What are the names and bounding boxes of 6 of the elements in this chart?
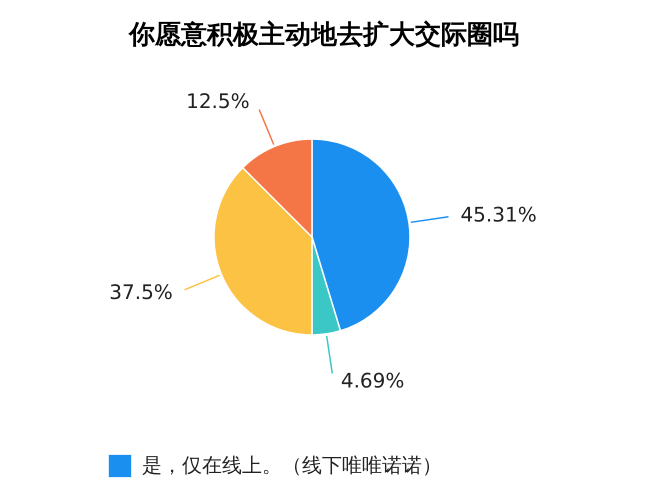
chart-title: 你愿意积极主动地去扩大交际圈吗	[128, 20, 519, 50]
data-label: 37.5%	[109, 280, 173, 304]
data-label: 12.5%	[186, 89, 250, 114]
data-label: 45.31%	[460, 202, 537, 227]
legend-label: 是，仅在线上。（线下唯唯诺诺）	[142, 453, 442, 477]
data-label: 4.69%	[340, 368, 404, 392]
